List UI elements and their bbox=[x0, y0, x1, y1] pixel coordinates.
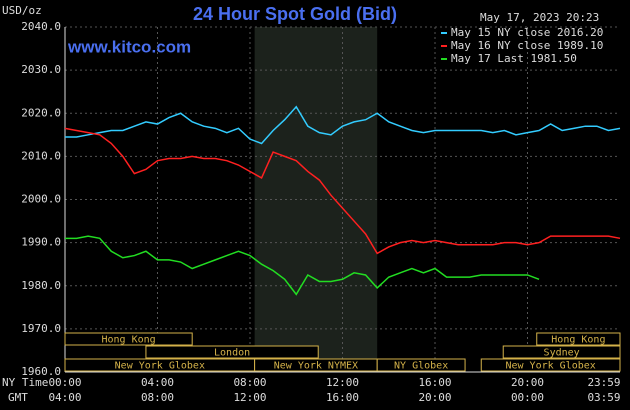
session-box bbox=[480, 358, 621, 372]
y-tick-label: 2020.0 bbox=[21, 106, 61, 119]
y-tick-label: 2040.0 bbox=[21, 20, 61, 33]
x2-tick-label: 16:00 bbox=[326, 391, 359, 404]
session-box bbox=[376, 358, 466, 372]
session-label: Hong Kong bbox=[551, 335, 605, 346]
series-line bbox=[64, 127, 621, 255]
x-tick-label: 12:00 bbox=[326, 376, 359, 389]
session-box bbox=[536, 332, 621, 346]
y-tick-label: 2030.0 bbox=[21, 63, 61, 76]
x2-tick-label: 08:00 bbox=[141, 391, 174, 404]
legend-label: May 17 Last 1981.50 bbox=[451, 52, 577, 65]
x-tick-label: 16:00 bbox=[418, 376, 451, 389]
y-tick-label: 2000.0 bbox=[21, 193, 61, 206]
y-tick-label: 2010.0 bbox=[21, 149, 61, 162]
x-tick-label: 00:00 bbox=[48, 376, 81, 389]
y-tick-label: 1990.0 bbox=[21, 236, 61, 249]
session-box bbox=[64, 332, 193, 346]
series-line bbox=[65, 105, 621, 145]
session-label: New York Globex bbox=[115, 361, 205, 372]
x-tick-label: 23:59 bbox=[587, 376, 620, 389]
x2-tick-label: 12:00 bbox=[233, 391, 266, 404]
y-tick-label: 1980.0 bbox=[21, 279, 61, 292]
y-axis-label: USD/oz bbox=[2, 4, 42, 17]
source: www.kitco.com bbox=[67, 37, 191, 56]
legend-label: May 15 NY close 2016.20 bbox=[451, 26, 603, 39]
session-label: NY Globex bbox=[394, 361, 448, 372]
session-box bbox=[502, 345, 621, 359]
series-line bbox=[65, 235, 540, 296]
legend-label: May 16 NY close 1989.10 bbox=[451, 39, 603, 52]
session-label: New York Globex bbox=[505, 361, 595, 372]
x2-tick-label: 03:59 bbox=[587, 391, 620, 404]
y-tick-label: 1960.0 bbox=[21, 365, 61, 378]
x2-tick-label: 00:00 bbox=[511, 391, 544, 404]
session-label: New York NYMEX bbox=[274, 361, 358, 372]
y-tick-label: 1970.0 bbox=[21, 322, 61, 335]
timestamp: May 17, 2023 20:23 bbox=[480, 11, 599, 24]
session-label: Sydney bbox=[544, 348, 580, 359]
x-tick-label: 04:00 bbox=[141, 376, 174, 389]
x2-tick-label: 04:00 bbox=[48, 391, 81, 404]
chart-title: 24 Hour Spot Gold (Bid) bbox=[193, 4, 397, 24]
x-tick-label: 08:00 bbox=[233, 376, 266, 389]
x-axis-label: NY Time bbox=[2, 376, 48, 389]
x2-axis-label: GMT bbox=[8, 391, 28, 404]
x-tick-label: 20:00 bbox=[511, 376, 544, 389]
session-label: Hong Kong bbox=[102, 335, 156, 346]
x2-tick-label: 20:00 bbox=[418, 391, 451, 404]
session-label: London bbox=[214, 348, 250, 359]
session-box bbox=[145, 345, 319, 359]
